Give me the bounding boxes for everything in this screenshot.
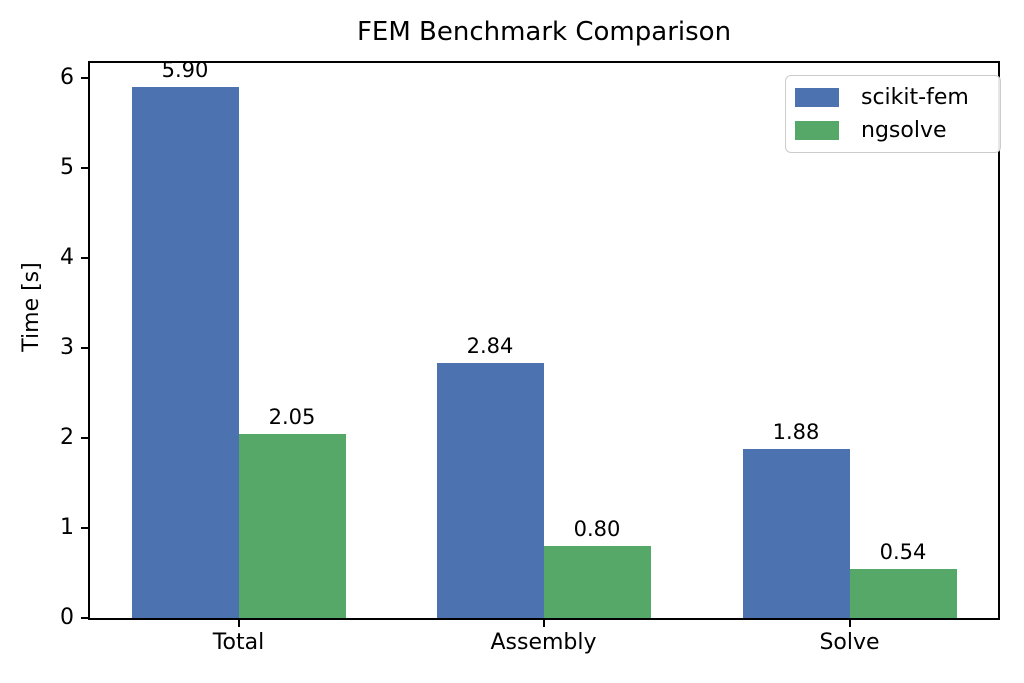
- x-tick-label: Solve: [819, 630, 880, 655]
- legend-swatch-scikit-fem: [795, 88, 839, 107]
- bar-value-label: 1.88: [772, 419, 820, 444]
- x-tick-label: Total: [212, 630, 265, 655]
- bar-scikit-fem-assembly: [436, 362, 544, 618]
- x-tick-mark: [237, 620, 240, 627]
- bar-scikit-fem-solve: [742, 448, 850, 618]
- y-tick-mark: [81, 257, 88, 260]
- bar-value-label: 2.84: [466, 333, 514, 358]
- y-tick-label: 6: [60, 65, 74, 91]
- y-tick-mark: [81, 167, 88, 170]
- y-tick-mark: [81, 617, 88, 619]
- chart-title: FEM Benchmark Comparison: [356, 17, 732, 47]
- legend-label-ngsolve: ngsolve: [861, 117, 947, 143]
- bar-value-label: 5.90: [161, 58, 209, 83]
- plot-area: 0 1 2 3 4 5 6 Total Assembly Solve 5.90 2.84 1.88 2.0…: [60, 58, 1000, 655]
- y-tick-label: 1: [60, 515, 74, 541]
- bar-ngsolve-assembly: [543, 546, 651, 618]
- legend-swatch-ngsolve: [795, 121, 839, 140]
- bar-value-label: 2.05: [268, 404, 316, 429]
- legend: scikit-fem ngsolve: [785, 75, 1001, 153]
- bar-scikit-fem-total: [131, 87, 239, 618]
- bar-value-label: 0.54: [879, 540, 927, 565]
- y-tick-mark: [81, 437, 88, 440]
- y-tick-label: 5: [60, 155, 74, 181]
- x-tick-label: Assembly: [490, 630, 597, 655]
- plot-content: 0 1 2 3 4 5 6 Total Assembly Solve 5.90 2.84 1.88 2.0…: [60, 58, 998, 655]
- legend-entry-scikit-fem: scikit-fem: [795, 84, 1000, 110]
- bar-value-label: 0.80: [573, 517, 621, 542]
- y-tick-mark: [81, 77, 88, 80]
- y-tick-mark: [81, 527, 88, 530]
- y-tick-label: 2: [60, 425, 74, 451]
- y-tick-label: 3: [60, 335, 74, 361]
- y-tick-mark: [81, 347, 88, 350]
- bar-ngsolve-total: [238, 433, 346, 618]
- y-tick-label: 4: [60, 245, 74, 271]
- legend-label-scikit-fem: scikit-fem: [861, 84, 969, 110]
- y-tick-label: 0: [60, 605, 74, 630]
- x-tick-mark: [848, 620, 851, 627]
- bar-ngsolve-solve: [849, 569, 957, 618]
- x-tick-mark: [542, 620, 545, 627]
- legend-entry-ngsolve: ngsolve: [795, 117, 1000, 143]
- y-axis-label: Time [s]: [19, 262, 44, 352]
